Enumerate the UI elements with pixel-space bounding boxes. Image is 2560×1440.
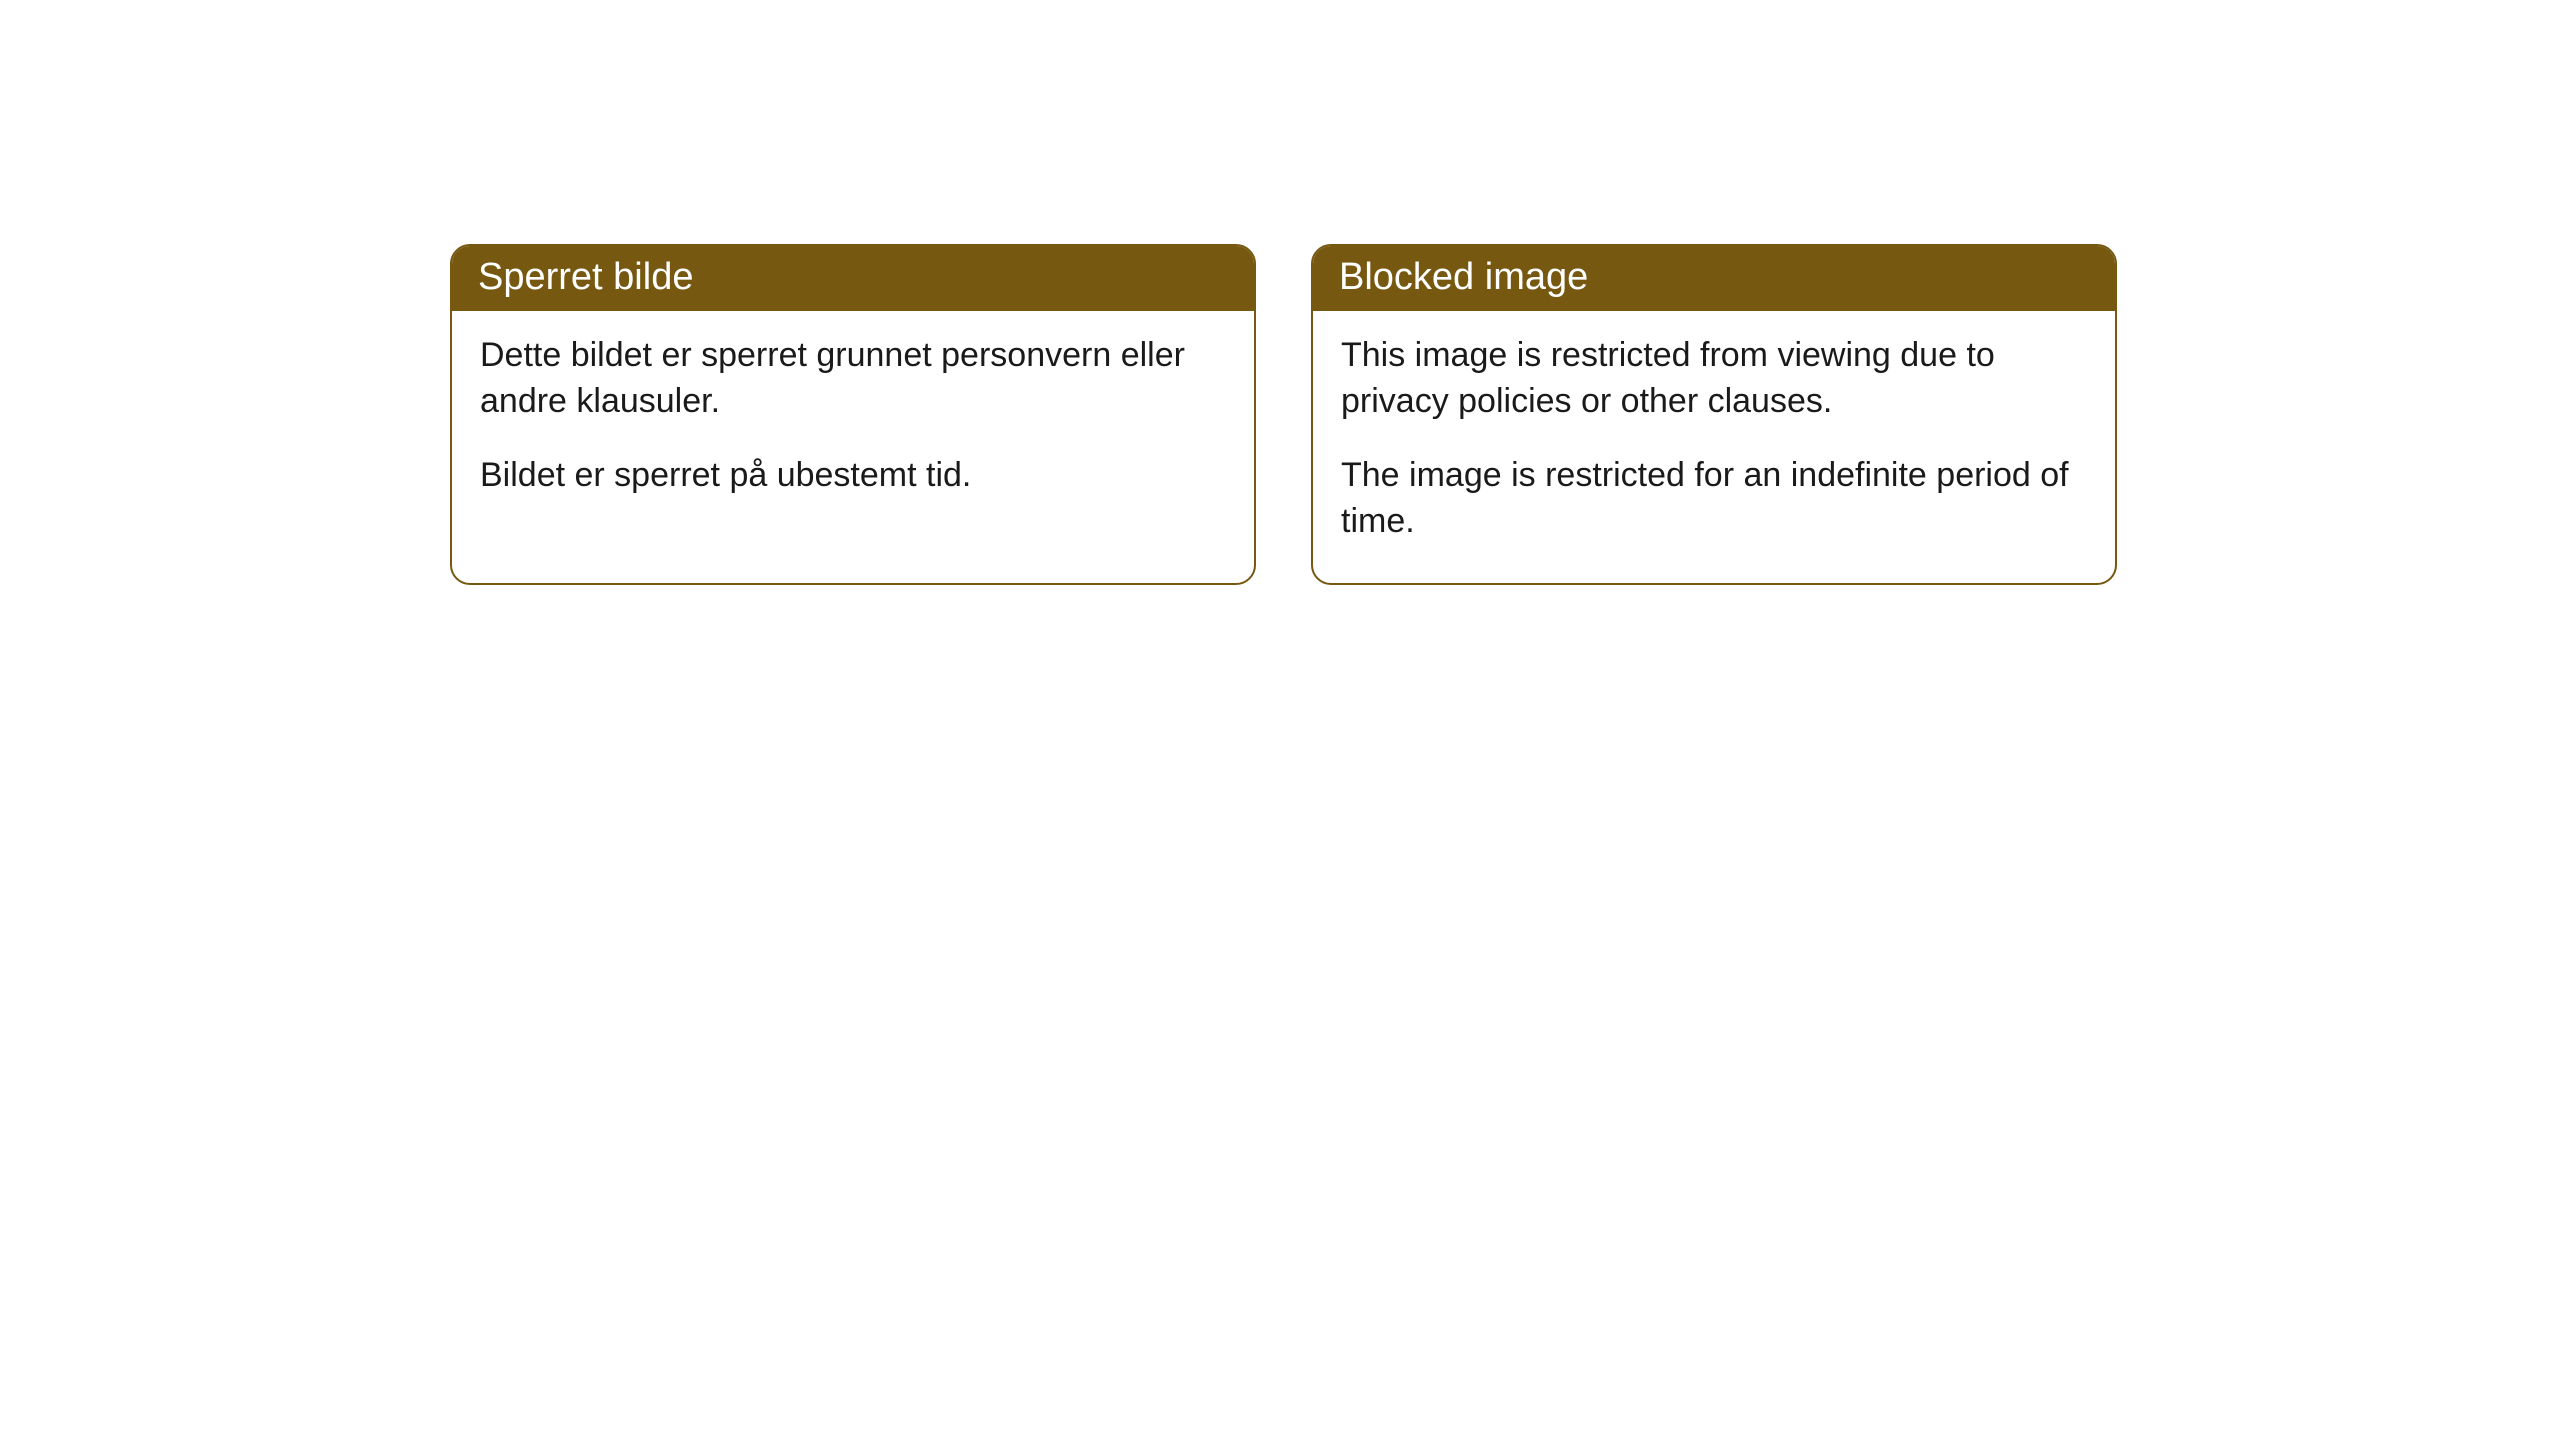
blocked-image-card-norwegian: Sperret bilde Dette bildet er sperret gr… [450,244,1256,585]
notice-text-line-2: Bildet er sperret på ubestemt tid. [480,453,1226,499]
card-header: Blocked image [1313,246,2115,311]
notice-text-line-1: This image is restricted from viewing du… [1341,333,2087,425]
blocked-image-card-english: Blocked image This image is restricted f… [1311,244,2117,585]
card-header: Sperret bilde [452,246,1254,311]
card-body: Dette bildet er sperret grunnet personve… [452,311,1254,537]
notice-cards-container: Sperret bilde Dette bildet er sperret gr… [450,244,2117,585]
notice-text-line-1: Dette bildet er sperret grunnet personve… [480,333,1226,425]
notice-text-line-2: The image is restricted for an indefinit… [1341,453,2087,545]
card-body: This image is restricted from viewing du… [1313,311,2115,583]
